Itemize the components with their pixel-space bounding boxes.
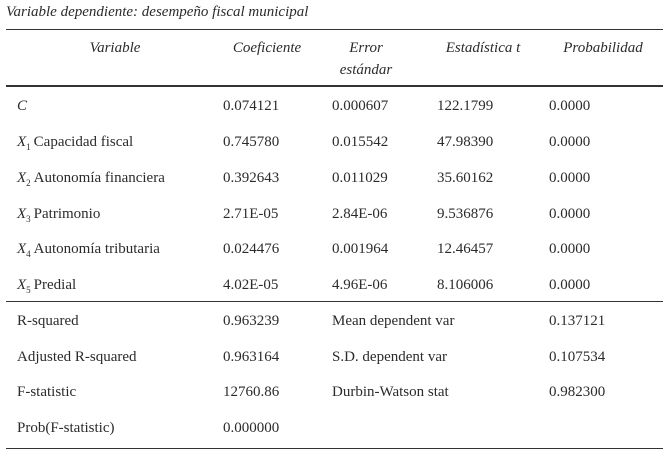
table-caption: Variable dependiente: desempeño fiscal m… (6, 4, 309, 20)
header-coeficiente: Coeficiente (232, 40, 302, 56)
variable-subscript: 1 (26, 142, 31, 152)
p-cell: 0.0000 (549, 170, 591, 186)
coef-cell: 0.745780 (223, 134, 280, 150)
t-cell: 35.60162 (437, 170, 494, 186)
se-cell: 4.96E-06 (332, 277, 388, 293)
variable-symbol: X (17, 206, 27, 222)
se-cell: 0.011029 (332, 170, 388, 186)
stat-value: 0.137121 (549, 313, 606, 329)
header-error-line2: estándar (339, 62, 393, 78)
top-rule (6, 29, 663, 30)
coef-cell: 2.71E-05 (223, 206, 279, 222)
p-cell: 0.0000 (549, 134, 591, 150)
se-cell: 0.001964 (332, 241, 389, 257)
variable-cell: X1 Capacidad fiscal (17, 132, 133, 157)
variable-subscript: 4 (26, 249, 31, 259)
stat-label: F-statistic (17, 384, 77, 400)
t-cell: 122.1799 (437, 98, 494, 114)
p-cell: 0.0000 (549, 98, 591, 114)
variable-subscript: 2 (26, 178, 31, 188)
variable-name: Autonomía financiera (33, 170, 165, 186)
stat-value: 12760.86 (223, 384, 280, 400)
variable-symbol: X (17, 170, 27, 186)
variable-subscript: 3 (26, 214, 31, 224)
variable-cell: X5 Predial (17, 275, 76, 300)
se-cell: 0.000607 (332, 98, 389, 114)
variable-cell: X3 Patrimonio (17, 204, 100, 229)
header-error-line1: Error (349, 40, 383, 56)
variable-name: Patrimonio (33, 206, 101, 222)
se-cell: 0.015542 (332, 134, 389, 150)
variable-symbol: C (17, 98, 28, 114)
stat-label: S.D. dependent var (332, 349, 447, 365)
variable-symbol: X (17, 241, 27, 257)
stat-label: Durbin-Watson stat (332, 384, 449, 400)
variable-symbol: X (17, 134, 27, 150)
p-cell: 0.0000 (549, 241, 591, 257)
coef-cell: 0.392643 (223, 170, 280, 186)
coef-cell: 0.074121 (223, 98, 280, 114)
se-cell: 2.84E-06 (332, 206, 388, 222)
p-cell: 0.0000 (549, 206, 591, 222)
stat-value: 0.107534 (549, 349, 606, 365)
section-rule (6, 301, 663, 302)
stat-value: 0.000000 (223, 420, 280, 436)
variable-name: Autonomía tributaria (33, 241, 160, 257)
variable-name: Predial (33, 277, 77, 293)
t-cell: 47.98390 (437, 134, 494, 150)
variable-name: Capacidad fiscal (33, 134, 134, 150)
variable-cell: X4 Autonomía tributaria (17, 239, 160, 264)
t-cell: 12.46457 (437, 241, 494, 257)
header-t-stat: Estadística t (445, 40, 521, 56)
stat-value: 0.982300 (549, 384, 606, 400)
bottom-rule (6, 448, 663, 449)
header-variable: Variable (89, 40, 141, 56)
header-rule (6, 85, 663, 87)
stat-label: R-squared (17, 313, 79, 329)
variable-subscript: 5 (26, 285, 31, 295)
variable-cell: X2 Autonomía financiera (17, 168, 165, 193)
p-cell: 0.0000 (549, 277, 591, 293)
header-probabilidad: Probabilidad (563, 40, 643, 56)
t-cell: 8.106006 (437, 277, 494, 293)
stat-label: Prob(F-statistic) (17, 420, 115, 436)
stat-label: Adjusted R-squared (17, 349, 137, 365)
stat-value: 0.963239 (223, 313, 280, 329)
coef-cell: 4.02E-05 (223, 277, 279, 293)
stat-label: Mean dependent var (332, 313, 455, 329)
coef-cell: 0.024476 (223, 241, 280, 257)
stat-value: 0.963164 (223, 349, 280, 365)
t-cell: 9.536876 (437, 206, 494, 222)
variable-cell: C (17, 96, 27, 116)
variable-symbol: X (17, 277, 27, 293)
